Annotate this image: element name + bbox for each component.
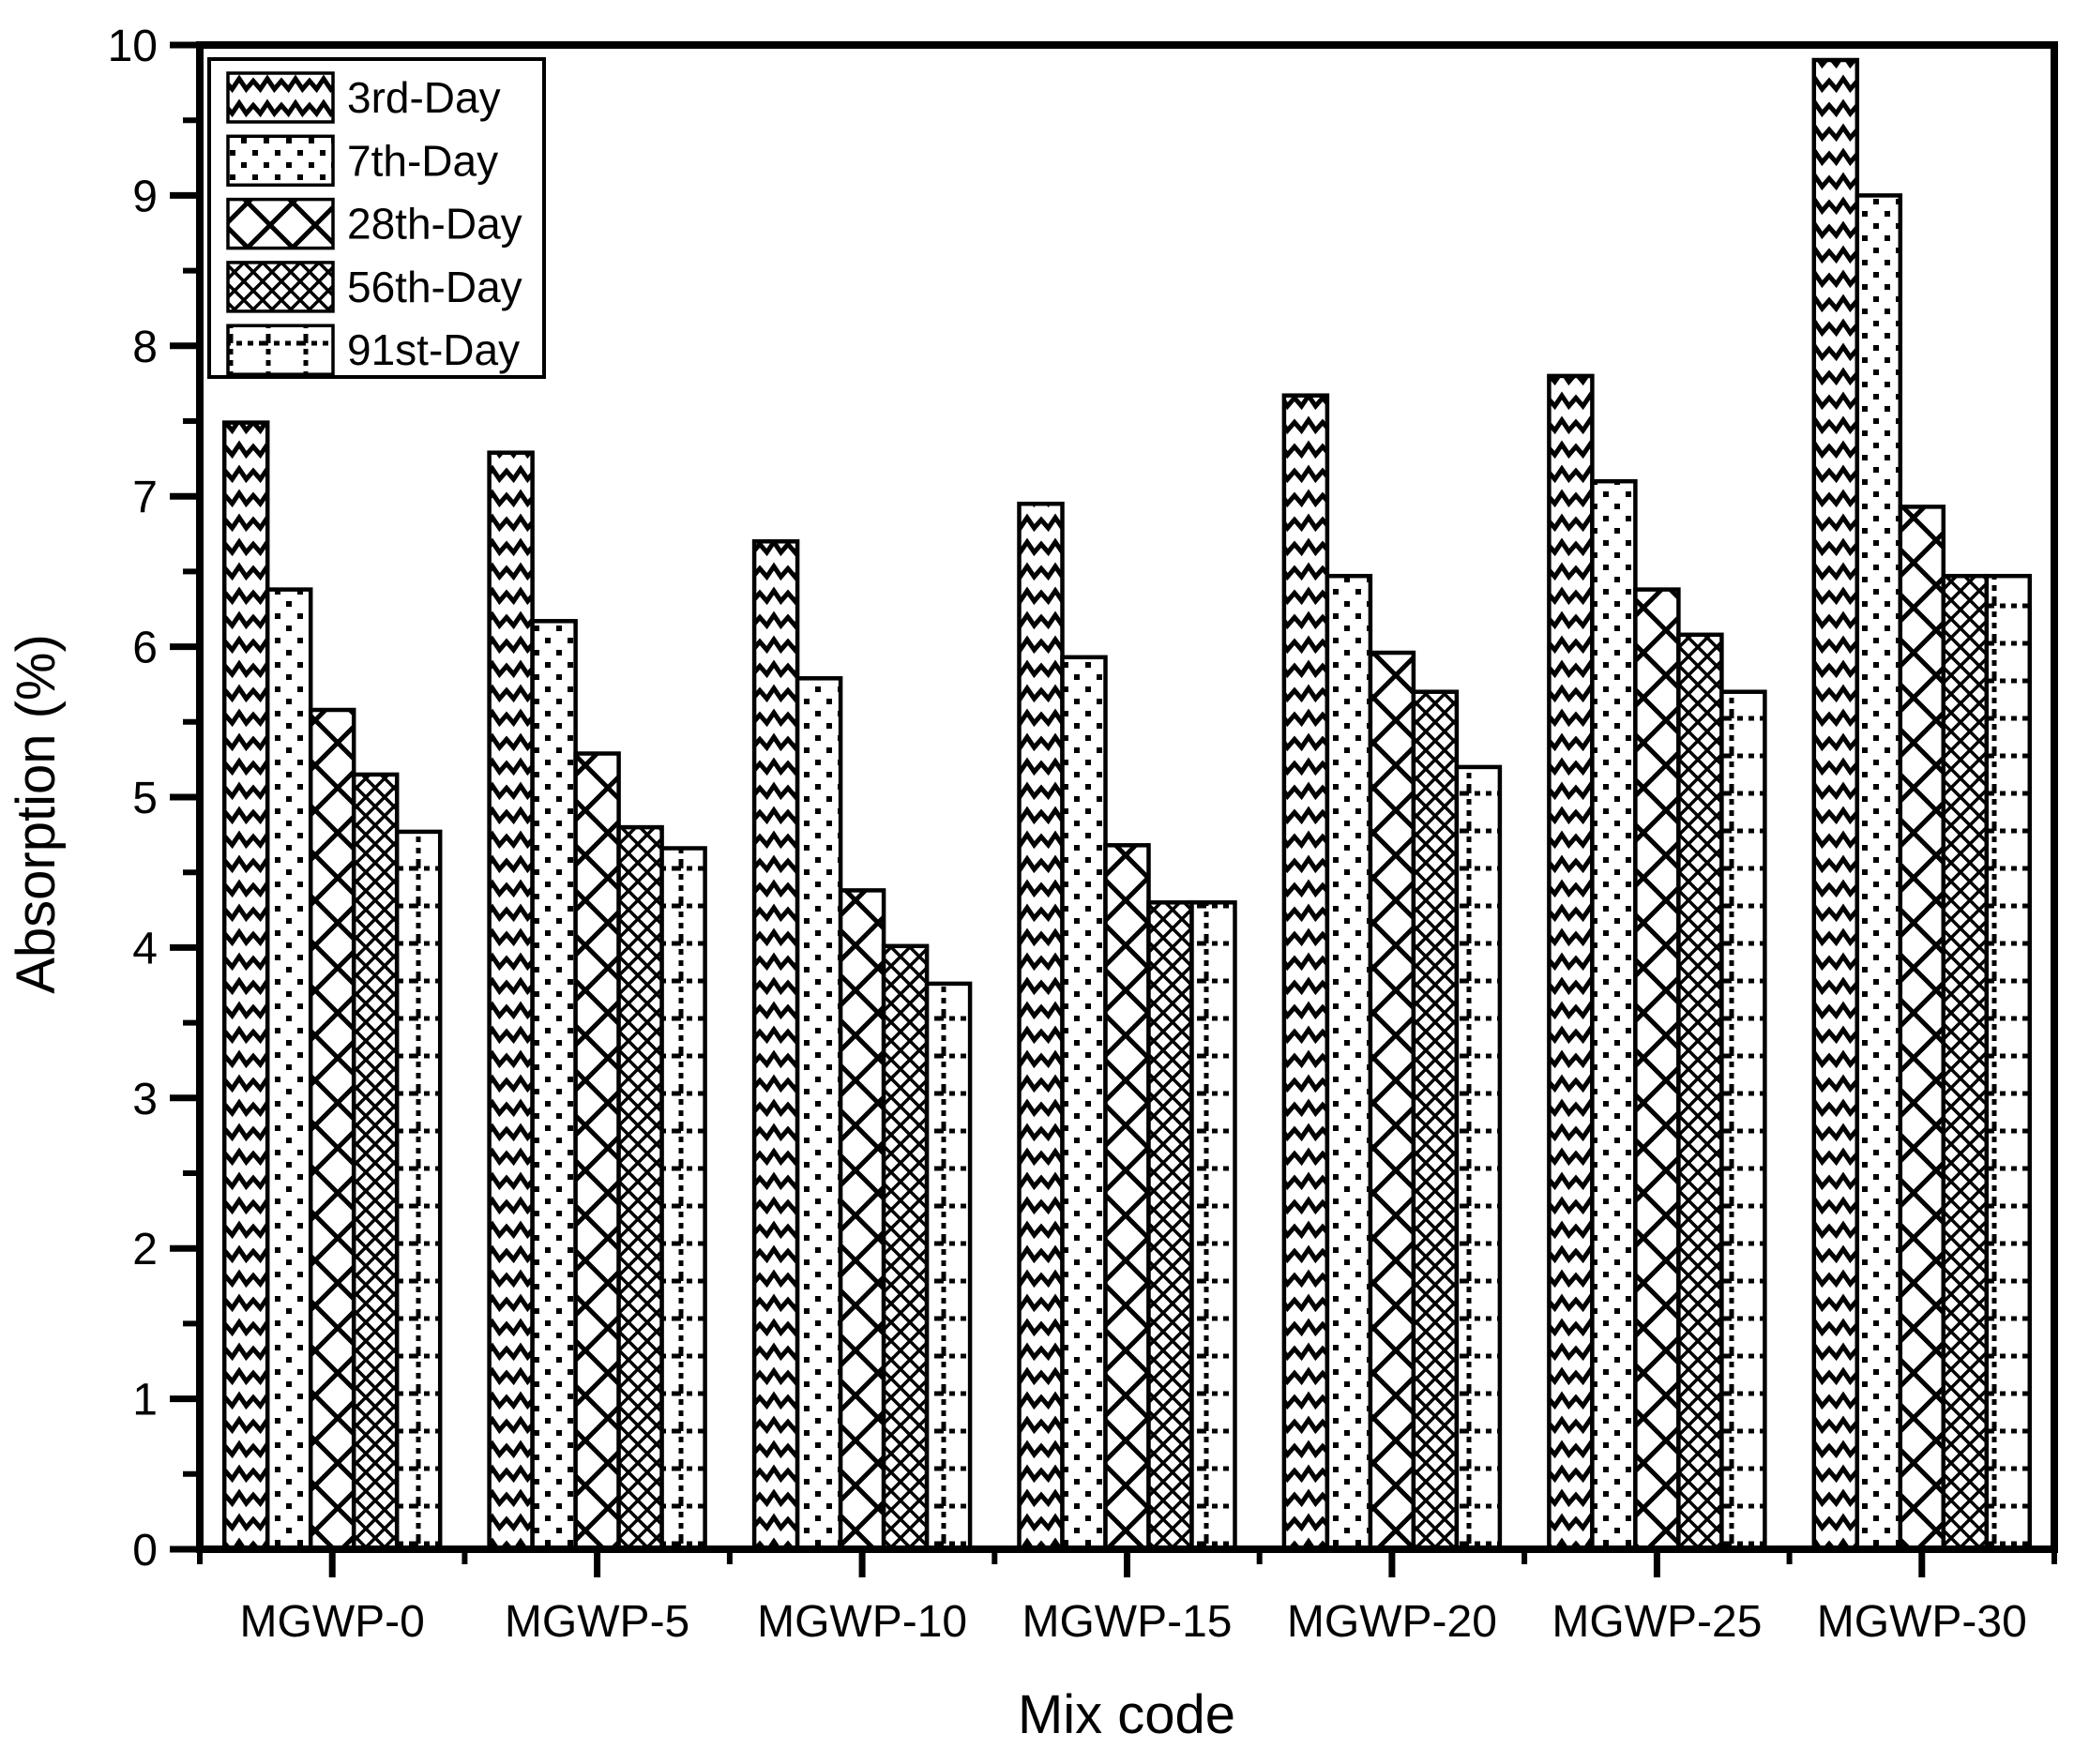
bar-MGWP-30-56th-Day	[1941, 573, 1990, 1552]
legend: 3rd-Day 7th-Day 28th-Day 56th-Day 91st-Day	[207, 57, 546, 379]
legend-swatch-56th-Day	[226, 261, 335, 313]
bar-MGWP-25-91st-Day	[1719, 689, 1767, 1552]
y-tick-label: 9	[132, 172, 158, 221]
legend-label-28th-Day: 28th-Day	[347, 200, 522, 249]
bar-MGWP-20-56th-Day	[1411, 689, 1460, 1552]
y-tick-label: 10	[108, 22, 158, 71]
y-tick-label: 6	[132, 624, 158, 673]
bar-MGWP-15-28th-Day	[1103, 843, 1151, 1552]
bars-layer	[221, 57, 2033, 1552]
x-tick-label: MGWP-10	[757, 1597, 967, 1647]
bar-MGWP-5-56th-Day	[616, 824, 664, 1552]
bar-MGWP-0-3rd-Day	[221, 420, 270, 1552]
bar-MGWP-10-91st-Day	[924, 981, 973, 1552]
bar-MGWP-25-28th-Day	[1633, 587, 1681, 1552]
legend-swatch-3rd-Day	[226, 71, 335, 124]
bar-MGWP-30-3rd-Day	[1811, 57, 1860, 1552]
bar-MGWP-20-3rd-Day	[1281, 393, 1330, 1552]
bar-MGWP-15-56th-Day	[1146, 900, 1194, 1552]
bar-MGWP-20-7th-Day	[1325, 573, 1373, 1552]
bar-MGWP-0-56th-Day	[351, 772, 400, 1552]
legend-label-56th-Day: 56th-Day	[347, 263, 522, 311]
x-tick-label: MGWP-15	[1022, 1597, 1232, 1647]
axis-labels-layer: 0 1 2 3 4 5 6 7 8 9 10 MGWP-0 MGWP-5 MGWP-10 MGWP-15 MG…	[108, 22, 2027, 1647]
y-tick-label: 8	[132, 323, 158, 372]
x-axis-title: Mix code	[1018, 1684, 1235, 1745]
x-tick-label: MGWP-0	[240, 1597, 425, 1647]
y-tick-label: 5	[132, 774, 158, 823]
bar-MGWP-30-91st-Day	[1984, 573, 2033, 1552]
bar-MGWP-30-7th-Day	[1854, 193, 1903, 1552]
y-tick-label: 4	[132, 924, 158, 973]
bar-MGWP-5-91st-Day	[659, 846, 707, 1552]
bar-MGWP-25-7th-Day	[1590, 478, 1638, 1552]
bar-MGWP-5-28th-Day	[573, 751, 621, 1552]
bar-MGWP-15-91st-Day	[1189, 900, 1237, 1552]
bar-MGWP-10-56th-Day	[881, 943, 930, 1552]
y-tick-label: 0	[132, 1526, 158, 1576]
x-tick-label: MGWP-5	[505, 1597, 689, 1647]
bar-MGWP-5-3rd-Day	[487, 450, 535, 1552]
bar-MGWP-10-7th-Day	[795, 676, 843, 1552]
y-axis-title: Absorption (%)	[6, 634, 67, 994]
legend-swatch-91st-Day	[226, 324, 335, 376]
bar-MGWP-0-91st-Day	[394, 829, 443, 1552]
x-tick-label: MGWP-20	[1287, 1597, 1497, 1647]
bar-MGWP-15-7th-Day	[1060, 655, 1108, 1552]
plot-frame	[196, 41, 2058, 1553]
bar-MGWP-25-56th-Day	[1676, 632, 1724, 1552]
y-tick-label: 3	[132, 1075, 158, 1124]
y-tick-label: 2	[132, 1225, 158, 1274]
x-tick-label: MGWP-30	[1817, 1597, 2027, 1647]
bar-MGWP-0-28th-Day	[308, 707, 356, 1552]
bar-MGWP-20-28th-Day	[1368, 650, 1416, 1552]
bar-MGWP-25-3rd-Day	[1547, 373, 1595, 1552]
legend-swatch-7th-Day	[226, 134, 335, 188]
bar-MGWP-10-28th-Day	[838, 888, 886, 1552]
legend-label-91st-Day: 91st-Day	[347, 325, 520, 374]
bar-MGWP-30-28th-Day	[1898, 505, 1946, 1552]
bar-MGWP-10-3rd-Day	[751, 539, 800, 1552]
legend-label-7th-Day: 7th-Day	[347, 136, 498, 185]
bar-MGWP-0-7th-Day	[265, 587, 313, 1552]
bar-MGWP-5-7th-Day	[530, 619, 578, 1552]
bar-MGWP-15-3rd-Day	[1017, 501, 1065, 1552]
bar-MGWP-20-91st-Day	[1454, 764, 1503, 1552]
y-tick-label: 1	[132, 1376, 158, 1425]
y-tick-label: 7	[132, 473, 158, 522]
legend-label-3rd-Day: 3rd-Day	[347, 73, 501, 122]
x-tick-label: MGWP-25	[1552, 1597, 1762, 1647]
legend-swatch-28th-Day	[226, 197, 335, 250]
